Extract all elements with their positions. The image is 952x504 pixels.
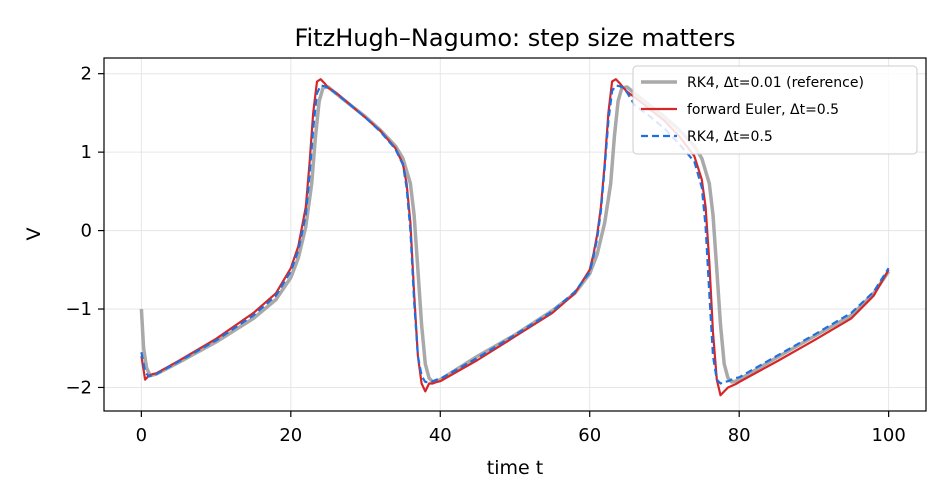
x-tick-label: 80 [728, 425, 751, 446]
legend-label: forward Euler, Δt=0.5 [687, 102, 839, 118]
x-tick-label: 0 [136, 425, 147, 446]
chart-title: FitzHugh–Nagumo: step size matters [294, 24, 735, 52]
y-tick-label: 0 [81, 221, 92, 242]
ticks: 0 20 40 60 80 100 −2 −1 0 1 2 [65, 64, 905, 446]
y-tick-label: −2 [65, 377, 92, 398]
series-layer [139, 78, 891, 397]
legend: RK4, Δt=0.01 (reference) forward Euler, Δ… [632, 65, 918, 155]
y-tick-label: 2 [81, 64, 92, 85]
y-axis-label: V [23, 228, 45, 241]
legend-box [632, 65, 918, 155]
series-line [140, 78, 890, 397]
x-tick-label: 40 [429, 425, 452, 446]
x-tick-label: 60 [578, 425, 601, 446]
y-tick-label: −1 [65, 299, 92, 320]
plot-frame [103, 57, 927, 412]
legend-label: RK4, Δt=0.01 (reference) [687, 75, 864, 91]
x-tick-label: 100 [871, 425, 905, 446]
y-tick-label: 1 [81, 142, 92, 163]
series-line [139, 85, 891, 384]
x-tick-label: 20 [279, 425, 302, 446]
x-axis-label: time t [487, 457, 543, 479]
legend-label: RK4, Δt=0.5 [687, 129, 773, 145]
